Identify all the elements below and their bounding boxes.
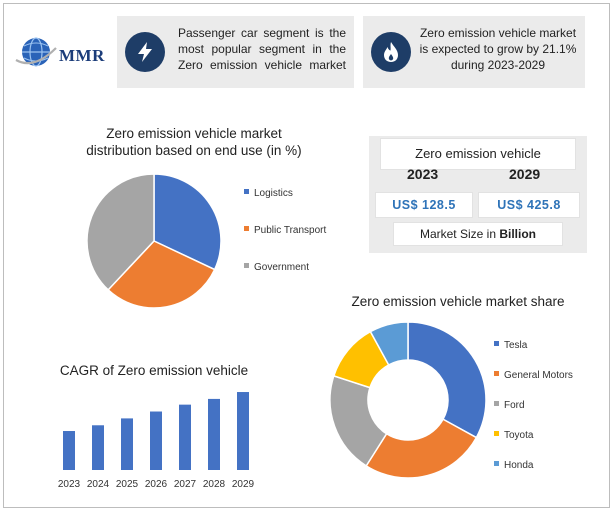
bar-2025 [121, 418, 133, 470]
slice-general-motors [365, 418, 478, 479]
legend-label: Honda [504, 460, 534, 471]
fact-text: Passenger car segment is the most popula… [178, 26, 346, 72]
slice-public-transport [107, 240, 216, 309]
x-tick-label: 2024 [87, 479, 110, 490]
legend-item-honda: Honda [494, 460, 533, 471]
legend-label: Toyota [504, 430, 534, 441]
legend-label: Government [254, 262, 310, 273]
legend-item-government: Government [244, 262, 309, 273]
bar-chart-title: CAGR of Zero emission vehicle [59, 363, 249, 378]
slice-honda [369, 321, 409, 366]
legend-item-toyota: Toyota [494, 430, 533, 441]
fact-card-growth: Zero emission vehicle market is expected… [363, 16, 585, 88]
caption-unit: Billion [499, 227, 537, 241]
donut-legend: Tesla General Motors Ford Toyota Honda [494, 340, 604, 490]
pie-legend: Logistics Public Transport Government [244, 188, 344, 288]
x-tick-label: 2027 [174, 479, 197, 490]
pie-chart-title: Zero emission vehicle market distributio… [86, 126, 302, 158]
market-size-value-2023: US$ 128.5 [375, 192, 473, 218]
lightning-bolt-icon [125, 32, 165, 72]
infographic: MMR Passenger car segment is the most po… [3, 3, 610, 508]
bar-2024 [92, 425, 104, 470]
legend-swatch [494, 431, 499, 436]
legend-item-logistics: Logistics [244, 188, 293, 199]
legend-swatch [494, 371, 499, 376]
bar-2029 [237, 392, 249, 470]
fact-card-passenger-segment: Passenger car segment is the most popula… [117, 16, 354, 88]
legend-label: General Motors [504, 370, 573, 381]
legend-swatch [494, 401, 499, 406]
legend-item-general-motors: General Motors [494, 370, 573, 381]
x-tick-label: 2028 [203, 479, 226, 490]
market-size-year-2023: 2023 [407, 166, 439, 182]
x-tick-label: 2025 [116, 479, 139, 490]
legend-label: Logistics [254, 188, 293, 199]
market-size-caption: Market Size in Billion [393, 222, 563, 246]
x-tick-label: 2029 [232, 479, 255, 490]
bar-2023 [63, 431, 75, 470]
x-tick-label: 2026 [145, 479, 168, 490]
legend-swatch [244, 226, 249, 231]
legend-swatch [244, 263, 249, 268]
flame-icon [371, 32, 411, 72]
market-share-donut-chart [329, 321, 487, 479]
x-tick-label: 2023 [58, 479, 81, 490]
slice-government [86, 173, 155, 291]
slice-tesla [407, 321, 487, 439]
brand-name: MMR [59, 46, 105, 65]
market-size-year-2029: 2029 [509, 166, 541, 182]
legend-item-public-transport: Public Transport [244, 225, 326, 236]
legend-label: Ford [504, 400, 525, 411]
fact-text: Zero emission vehicle market is expected… [419, 26, 577, 72]
legend-item-ford: Ford [494, 400, 525, 411]
legend-swatch [494, 341, 499, 346]
legend-label: Tesla [504, 340, 528, 351]
slice-logistics [153, 173, 222, 271]
caption-prefix: Market Size in [419, 227, 496, 241]
legend-swatch [494, 461, 499, 466]
legend-label: Public Transport [254, 225, 327, 236]
legend-item-tesla: Tesla [494, 340, 527, 351]
end-use-pie-chart [86, 173, 222, 309]
cagr-bar-chart: 2023 2024 2025 2026 2027 2028 2029 [58, 392, 255, 490]
globe-icon [15, 37, 57, 67]
bar-2027 [179, 404, 191, 470]
legend-swatch [244, 189, 249, 194]
market-size-title: Zero emission vehicle [380, 138, 576, 170]
donut-chart-title: Zero emission vehicle market share [351, 294, 565, 309]
bar-2028 [208, 398, 220, 470]
market-size-value-2029: US$ 425.8 [478, 192, 580, 218]
market-size-panel: Zero emission vehicle 2023 2029 US$ 128.… [369, 136, 587, 253]
mmr-logo: MMR [14, 30, 114, 74]
bar-2026 [150, 411, 162, 470]
